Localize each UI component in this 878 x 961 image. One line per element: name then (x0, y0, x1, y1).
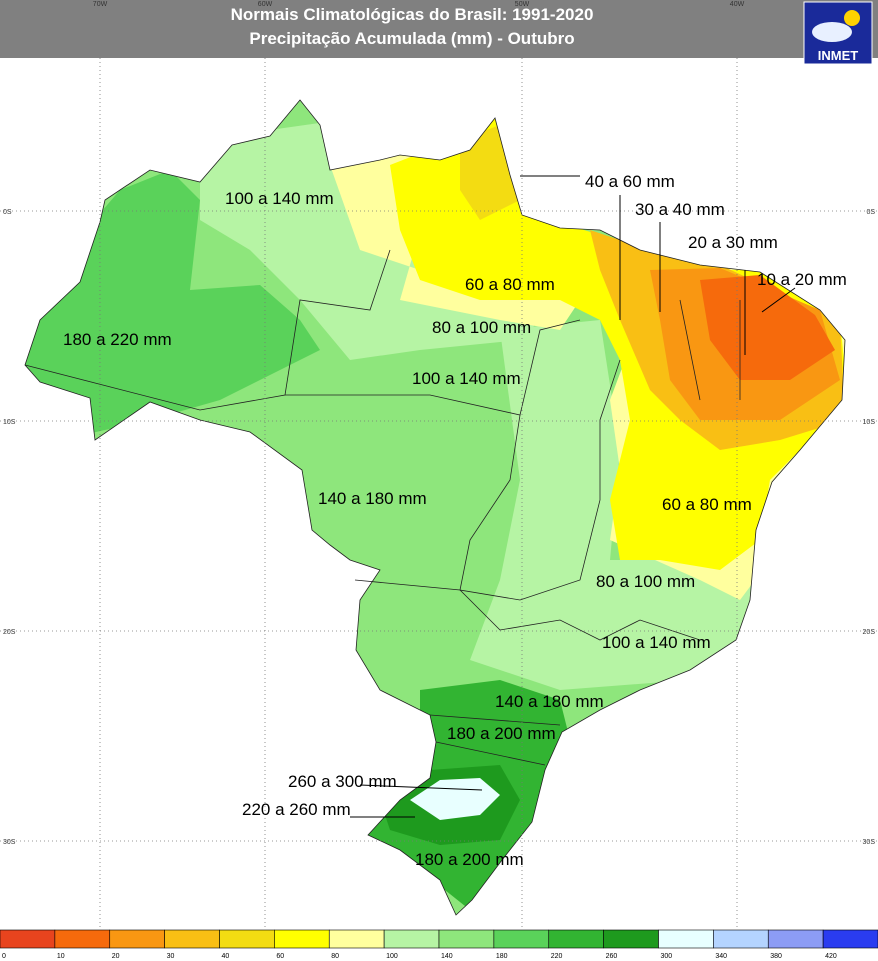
colorbar-tick-label: 300 (661, 953, 673, 960)
colorbar-tick-label: 340 (715, 953, 727, 960)
colorbar-swatch (438, 929, 495, 949)
title: Normais Climatológicas do Brasil: 1991-2… (231, 5, 594, 24)
state-border (354, 579, 701, 641)
colorbar-swatch (328, 929, 385, 949)
region-label: 100 a 140 mm (602, 633, 711, 652)
lat-label: 10S (863, 419, 876, 426)
colorbar-tick-label: 10 (57, 953, 65, 960)
region-label: 40 a 60 mm (585, 172, 675, 191)
region-label: 180 a 200 mm (447, 724, 556, 743)
state-border (429, 299, 741, 766)
colorbar-tick-label: 0 (2, 953, 6, 960)
zone-260-300 (410, 778, 500, 820)
state-borders (24, 249, 741, 766)
colorbar-tick-label: 220 (551, 953, 563, 960)
lat-label: 0S (3, 209, 12, 216)
colorbar-tick-label: 420 (825, 953, 837, 960)
lat-label: 30S (3, 839, 16, 846)
region-label: 30 a 40 mm (635, 200, 725, 219)
lat-label: 0S (866, 209, 875, 216)
colorbar-tick-label: 60 (276, 953, 284, 960)
logo-sun (844, 10, 860, 26)
region-label: 220 a 260 mm (242, 800, 351, 819)
region-label: 10 a 20 mm (757, 270, 847, 289)
logo-text: INMET (818, 48, 859, 63)
colorbar-swatch (713, 929, 769, 949)
region-label: 60 a 80 mm (662, 495, 752, 514)
colorbar: 0 10 20 30 40 60 80 100 140 180 220 260 300 340 380 420 (0, 929, 878, 960)
precip-field (25, 100, 845, 915)
leader-lines (350, 175, 796, 818)
colorbar-swatch (767, 929, 824, 949)
colorbar-tick-label: 100 (386, 953, 398, 960)
lat-label: 10S (3, 419, 16, 426)
zone-60-80 (390, 110, 845, 570)
lon-label: 40W (730, 1, 745, 8)
region-label: 100 a 140 mm (412, 369, 521, 388)
annotations: 40 a 60 mm 30 a 40 mm 20 a 30 mm 10 a 20… (63, 172, 847, 869)
colorbar-swatch (383, 929, 440, 949)
colorbar-swatch (548, 929, 604, 949)
region-label: 140 a 180 mm (495, 692, 604, 711)
header-bar (0, 0, 878, 58)
graticule: 70W 60W 50W 40W 0S 10S 20S 30S 0S 10S 20… (0, 1, 878, 928)
colorbar-swatch (274, 929, 330, 949)
lat-label: 20S (863, 629, 876, 636)
lon-label: 60W (258, 1, 273, 8)
colorbar-tick-label: 80 (331, 953, 339, 960)
colorbar-swatch (0, 929, 56, 949)
colorbar-tick-label: 180 (496, 953, 508, 960)
subtitle: Precipitação Acumulada (mm) - Outubro (249, 29, 574, 48)
colorbar-swatch (219, 929, 275, 949)
logo-cloud (812, 22, 852, 42)
region-label: 180 a 220 mm (63, 330, 172, 349)
colorbar-tick-label: 40 (222, 953, 230, 960)
lon-label: 70W (93, 1, 108, 8)
region-label: 80 a 100 mm (432, 318, 531, 337)
colorbar-swatch (658, 929, 714, 949)
region-label: 60 a 80 mm (465, 275, 555, 294)
colorbar-swatch (54, 929, 111, 949)
region-label: 100 a 140 mm (225, 189, 334, 208)
region-label: 140 a 180 mm (318, 489, 427, 508)
lat-label: 30S (863, 839, 876, 846)
region-label: 80 a 100 mm (596, 572, 695, 591)
colorbar-swatch (164, 929, 220, 949)
zone-10-20 (700, 275, 835, 380)
logo: INMET (803, 1, 873, 65)
lat-label: 20S (3, 629, 16, 636)
colorbar-swatch (822, 929, 878, 949)
state-border (459, 359, 621, 601)
region-label: 20 a 30 mm (688, 233, 778, 252)
colorbar-tick-label: 260 (606, 953, 618, 960)
lon-label: 50W (515, 1, 530, 8)
state-border (24, 249, 391, 411)
leader-line (359, 784, 483, 791)
colorbar-swatch (493, 929, 550, 949)
colorbar-tick-label: 140 (441, 953, 453, 960)
colorbar-swatch (603, 929, 659, 949)
colorbar-tick-label: 30 (167, 953, 175, 960)
colorbar-tick-label: 20 (112, 953, 120, 960)
colorbar-swatch (109, 929, 165, 949)
leader-line (761, 287, 796, 313)
colorbar-tick-label: 380 (770, 953, 782, 960)
region-label: 180 a 200 mm (415, 850, 524, 869)
region-label: 260 a 300 mm (288, 772, 397, 791)
